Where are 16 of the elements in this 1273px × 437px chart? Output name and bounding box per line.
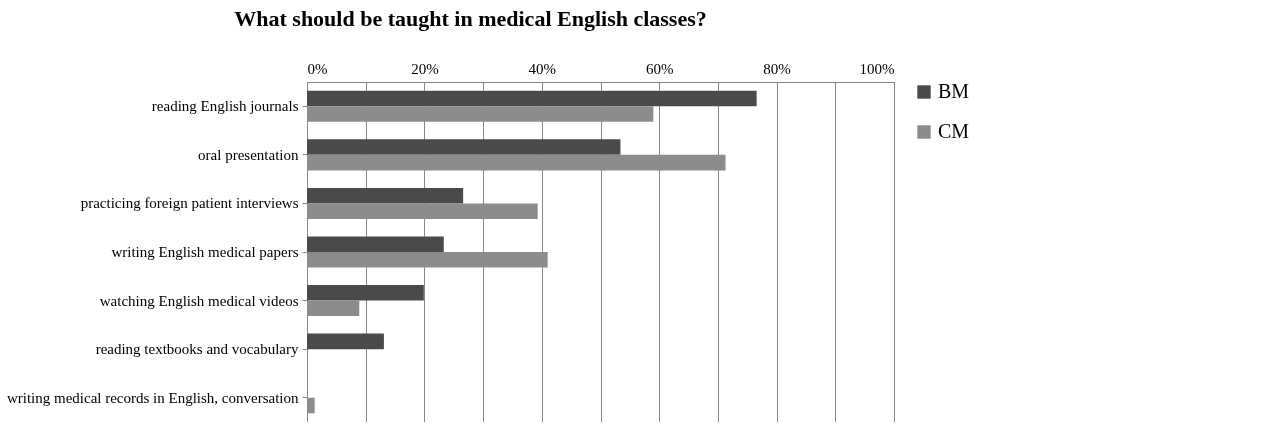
y-tick-label: reading textbooks and vocabulary (95, 341, 299, 358)
x-tick-label: 20% (411, 60, 439, 77)
legend-label: BM (938, 80, 970, 102)
x-tick-label: 40% (528, 60, 557, 77)
x-tick-label: 0% (307, 60, 328, 77)
y-tick-label: practicing foreign patient interviews (80, 195, 299, 212)
legend-label: CM (938, 120, 970, 142)
chart-title: What should be taught in medical English classes? (234, 6, 707, 31)
y-tick-label: writing English medical papers (111, 244, 299, 260)
y-tick-label: reading English journals (151, 98, 299, 115)
x-tick-label: 60% (645, 60, 674, 77)
y-tick-label: watching English medical videos (99, 292, 299, 309)
y-tick-label: oral presentation (198, 146, 299, 163)
y-tick-label: writing medical records in English, conversation (6, 389, 299, 406)
x-tick-label: 80% (763, 60, 791, 77)
x-tick-label: 100% (859, 60, 895, 77)
